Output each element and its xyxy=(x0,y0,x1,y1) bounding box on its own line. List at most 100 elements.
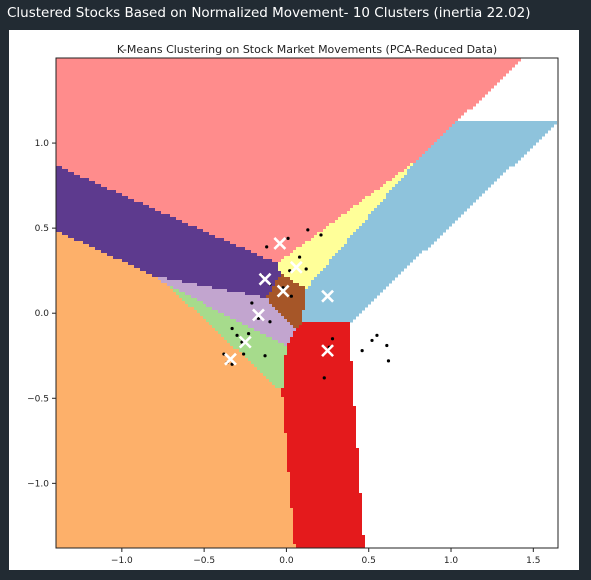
cluster-region-5 xyxy=(305,298,374,302)
cluster-region-8 xyxy=(56,394,281,398)
data-point xyxy=(286,236,290,240)
data-point xyxy=(250,301,254,305)
cluster-region-5 xyxy=(302,310,362,314)
cluster-region-8 xyxy=(56,541,293,545)
cluster-region-3 xyxy=(56,226,197,230)
cluster-region-8 xyxy=(56,334,221,338)
data-point xyxy=(386,359,391,363)
cluster-region-9 xyxy=(284,364,353,368)
cluster-region-9 xyxy=(284,367,353,371)
cluster-region-1 xyxy=(56,79,500,83)
cluster-region-8 xyxy=(56,430,284,434)
cluster-region-8 xyxy=(56,370,260,374)
cluster-region-5 xyxy=(446,130,548,134)
centroid-marker-1 xyxy=(273,237,287,250)
cluster-region-6 xyxy=(254,328,296,332)
cluster-region-5 xyxy=(305,307,365,311)
cluster-region-2 xyxy=(353,205,377,209)
cluster-region-1 xyxy=(230,241,305,245)
cluster-region-1 xyxy=(56,61,518,65)
cluster-region-3 xyxy=(56,166,62,170)
cluster-region-8 xyxy=(56,475,290,479)
cluster-region-5 xyxy=(302,319,353,323)
cluster-region-9 xyxy=(287,451,359,455)
cluster-region-8 xyxy=(56,265,134,269)
cluster-region-7 xyxy=(188,304,206,308)
cluster-region-8 xyxy=(56,385,275,389)
cluster-region-5 xyxy=(314,277,395,281)
cluster-region-5 xyxy=(305,301,371,305)
cluster-region-8 xyxy=(56,421,284,425)
cluster-region-1 xyxy=(56,70,509,74)
cluster-region-8 xyxy=(56,241,83,245)
cluster-chart: K-Means Clustering on Stock Market Movem… xyxy=(27,43,559,566)
data-point xyxy=(360,349,364,353)
cluster-region-7 xyxy=(248,358,284,362)
cluster-region-1 xyxy=(56,94,485,98)
cluster-region-8 xyxy=(56,313,200,317)
cluster-region-3 xyxy=(56,220,182,224)
cluster-region-5 xyxy=(341,247,428,251)
cluster-region-1 xyxy=(56,142,434,146)
cluster-region-5 xyxy=(455,121,557,125)
cluster-region-8 xyxy=(56,538,293,542)
cluster-region-1 xyxy=(56,127,449,131)
cluster-region-8 xyxy=(56,349,239,353)
x-tick-label: −0.5 xyxy=(193,556,215,566)
cluster-region-8 xyxy=(56,310,197,314)
cluster-region-5 xyxy=(437,139,539,143)
cluster-region-4 xyxy=(269,301,305,305)
cluster-region-9 xyxy=(290,502,362,506)
cluster-region-4 xyxy=(275,280,293,284)
cluster-region-9 xyxy=(284,406,356,410)
cluster-region-1 xyxy=(80,175,395,179)
cluster-region-1 xyxy=(236,244,302,248)
cluster-region-8 xyxy=(56,361,251,365)
centroid-marker-4 xyxy=(276,284,290,298)
cluster-region-8 xyxy=(56,298,182,302)
cluster-region-9 xyxy=(290,478,359,482)
data-point xyxy=(304,267,308,271)
x-tick-label: 1.5 xyxy=(526,556,540,566)
cluster-region-5 xyxy=(419,157,521,161)
cluster-region-9 xyxy=(281,391,353,395)
cluster-region-9 xyxy=(287,445,356,449)
cluster-region-1 xyxy=(263,256,284,260)
cluster-region-6 xyxy=(278,340,290,344)
cluster-region-3 xyxy=(56,175,80,179)
cluster-region-8 xyxy=(56,514,293,518)
data-point xyxy=(385,343,389,348)
cluster-region-3 xyxy=(95,247,245,251)
cluster-region-5 xyxy=(368,214,461,218)
cluster-region-8 xyxy=(56,355,245,359)
cluster-region-1 xyxy=(56,58,521,62)
cluster-region-3 xyxy=(83,241,230,245)
cluster-region-4 xyxy=(281,274,284,278)
cluster-region-5 xyxy=(395,184,491,188)
cluster-region-8 xyxy=(56,292,176,296)
cluster-region-7 xyxy=(257,367,284,371)
cluster-region-8 xyxy=(56,352,242,356)
cluster-region-6 xyxy=(224,313,281,317)
cluster-region-3 xyxy=(56,205,149,209)
data-point xyxy=(265,245,269,249)
cluster-region-1 xyxy=(209,232,317,236)
cluster-region-5 xyxy=(350,235,440,239)
x-tick-label: 0.0 xyxy=(279,556,294,566)
cluster-region-8 xyxy=(56,466,287,470)
cluster-region-8 xyxy=(56,250,101,254)
cluster-region-2 xyxy=(359,202,380,206)
cluster-region-1 xyxy=(134,199,362,203)
cluster-region-9 xyxy=(287,466,359,470)
cluster-region-9 xyxy=(293,331,350,335)
cluster-region-9 xyxy=(284,400,353,404)
cluster-region-8 xyxy=(56,532,293,536)
cluster-region-5 xyxy=(380,202,473,206)
cluster-region-7 xyxy=(194,307,212,311)
cluster-region-2 xyxy=(278,265,326,269)
cluster-region-8 xyxy=(56,235,68,239)
cluster-region-8 xyxy=(56,277,158,281)
cluster-region-5 xyxy=(413,163,515,167)
cluster-region-7 xyxy=(185,301,203,305)
cluster-region-3 xyxy=(146,271,281,275)
